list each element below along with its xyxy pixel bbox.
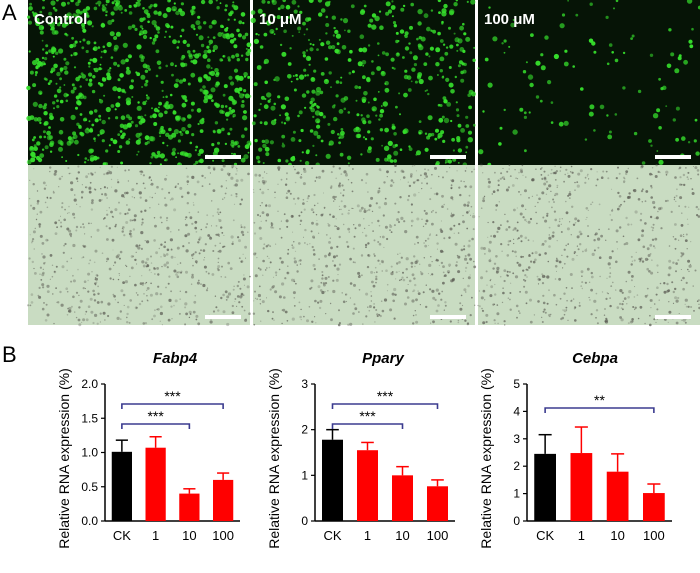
significance-bracket: [121, 423, 191, 429]
y-axis-label: Relative RNA expression (%): [56, 368, 72, 549]
x-tick-label: 1: [578, 528, 585, 543]
y-tick-label: 3: [301, 377, 308, 391]
y-tick-label: 0: [513, 514, 520, 528]
fluorescence-image: [26, 0, 252, 168]
x-tick-label: 100: [643, 528, 665, 543]
condition-label: 100 μM: [484, 11, 535, 28]
y-tick-label: 1.5: [81, 411, 98, 425]
x-tick-label: 10: [395, 528, 409, 543]
scale-bar: [205, 155, 241, 159]
bar: [322, 439, 343, 521]
y-tick-label: 1.0: [81, 446, 98, 460]
x-tick-label: 100: [427, 528, 449, 543]
chart-title: Cebpa: [572, 350, 618, 367]
microscopy-column-3: 100 μM: [477, 0, 700, 327]
y-tick-label: 2: [301, 423, 308, 437]
significance-label: ***: [377, 388, 394, 404]
scale-bar: [205, 315, 241, 319]
significance-bracket: [121, 403, 224, 409]
brightfield-image: [27, 164, 251, 327]
significance-bracket: [544, 407, 655, 413]
y-tick-label: 0.0: [81, 514, 98, 528]
x-tick-label: 10: [610, 528, 624, 543]
significance-bracket: [331, 423, 404, 429]
y-axis-label: Relative RNA expression (%): [266, 368, 282, 549]
microscopy-column-2: 10 μM: [250, 0, 477, 327]
microscopy-panel: Control 10 μM 100 μM: [26, 0, 700, 327]
chart-title: Ppary: [362, 350, 404, 367]
y-tick-label: 3: [513, 432, 520, 446]
bar: [643, 493, 665, 521]
scale-bar: [655, 155, 691, 159]
bar-charts-panel: Fabp4 Relative RNA expression (%) 0.0 0.5 1.…: [56, 350, 672, 549]
chart-ppary: Ppary Relative RNA expression (%) 0 1 2 3 CK 1 1…: [266, 350, 455, 549]
chart-fabp4: Fabp4 Relative RNA expression (%) 0.0 0.5 1.…: [56, 350, 240, 549]
panel-a-label: A: [2, 0, 17, 25]
x-tick-label: 10: [182, 528, 196, 543]
y-tick-label: 4: [513, 404, 520, 418]
y-axis-label: Relative RNA expression (%): [478, 368, 494, 549]
bar: [534, 453, 556, 521]
condition-label: Control: [34, 11, 87, 28]
significance-bracket: [331, 403, 439, 409]
microscopy-column-1: Control: [26, 0, 252, 327]
bar: [179, 493, 200, 521]
x-tick-label: CK: [536, 528, 554, 543]
condition-label: 10 μM: [259, 11, 302, 28]
x-tick-label: 100: [212, 528, 234, 543]
y-tick-label: 0: [301, 514, 308, 528]
brightfield-image: [252, 164, 477, 327]
bar: [570, 453, 593, 521]
y-tick-label: 2: [513, 459, 520, 473]
scale-bar: [430, 315, 466, 319]
bar: [145, 447, 166, 521]
bar: [111, 451, 132, 521]
y-tick-label: 1: [301, 468, 308, 482]
chart-title: Fabp4: [153, 350, 198, 367]
y-tick-label: 5: [513, 377, 520, 391]
x-tick-label: CK: [113, 528, 131, 543]
significance-label: ***: [359, 408, 376, 424]
chart-cebpa: Cebpa Relative RNA expression (%) 0 1 2 3 4 5 CK…: [478, 350, 672, 549]
bar: [427, 486, 448, 521]
fluorescence-image: [250, 0, 476, 167]
bar: [357, 450, 378, 521]
x-tick-label: 1: [364, 528, 371, 543]
bar: [213, 479, 234, 521]
scale-bar: [655, 315, 691, 319]
significance-label: ***: [164, 388, 181, 404]
scale-bar: [430, 155, 466, 159]
fluorescence-image: [477, 0, 700, 167]
panel-b-label: B: [2, 342, 17, 367]
y-tick-label: 1: [513, 487, 520, 501]
bar: [392, 475, 413, 521]
y-tick-label: 2.0: [81, 377, 98, 391]
significance-label: ***: [147, 408, 164, 424]
bar: [606, 471, 629, 521]
brightfield-image: [477, 163, 700, 327]
x-tick-label: 1: [152, 528, 159, 543]
y-tick-label: 0.5: [81, 480, 98, 494]
significance-label: **: [594, 392, 605, 408]
x-tick-label: CK: [323, 528, 341, 543]
